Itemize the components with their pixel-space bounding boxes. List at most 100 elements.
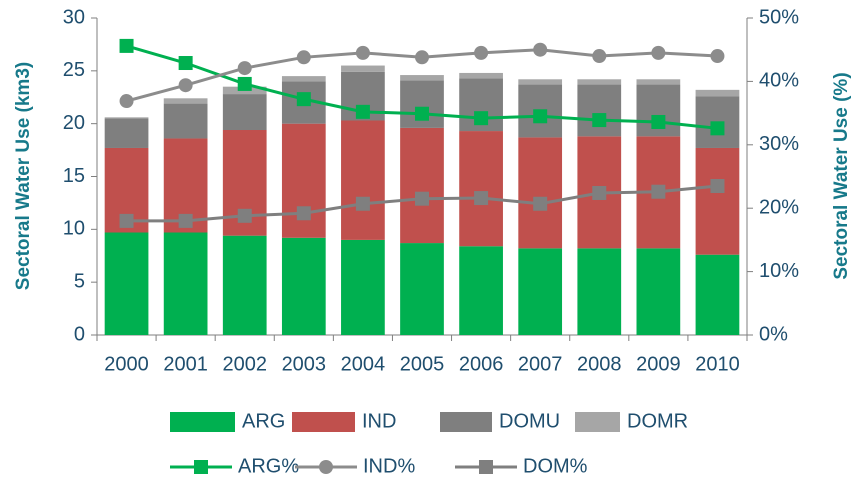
y-tick-label: 15: [63, 165, 85, 187]
y-tick-label: 20: [63, 112, 85, 134]
bar-segment: [222, 94, 267, 131]
x-tick-label: 2001: [163, 353, 208, 375]
x-tick-label: 2009: [636, 353, 681, 375]
bar-segment: [518, 248, 563, 335]
y2-axis-label: Sectoral Water Use (%): [831, 72, 852, 279]
bar-segment: [400, 80, 444, 128]
line-marker: [296, 92, 311, 107]
legend-swatch: [575, 412, 620, 432]
y2-tick-label: 40%: [759, 70, 799, 92]
line-marker: [296, 206, 311, 221]
x-tick-label: 2010: [695, 353, 740, 375]
bar-segment: [281, 123, 326, 238]
line-marker: [355, 45, 370, 60]
line-marker: [474, 191, 489, 206]
legend-label: ARG: [242, 410, 285, 432]
line-marker: [415, 50, 429, 65]
legend-swatch: [170, 412, 235, 432]
x-tick-label: 2002: [222, 353, 267, 375]
x-tick-label: 2003: [282, 353, 327, 375]
y2-tick-label: 30%: [759, 133, 799, 155]
line-marker: [237, 61, 252, 76]
bar-segment: [163, 98, 208, 104]
line-marker: [355, 196, 370, 211]
legend-marker: [319, 460, 333, 474]
y-axis-label: Sectoral Water Use (km3): [13, 62, 34, 290]
line-marker: [651, 114, 666, 129]
y-tick-label: 10: [63, 218, 85, 240]
bar-segment: [400, 243, 444, 335]
bar-segment: [104, 232, 149, 335]
line-marker: [710, 121, 725, 136]
line-marker: [355, 104, 370, 119]
y2-tick-label: 20%: [759, 196, 799, 218]
legend-label: IND: [362, 410, 396, 432]
line-marker: [237, 208, 252, 223]
line-marker: [592, 113, 607, 128]
x-tick-label: 2008: [577, 353, 622, 375]
bar-segment: [636, 248, 681, 335]
legend-label: DOMU: [499, 410, 560, 432]
x-tick-label: 2007: [518, 353, 563, 375]
line-marker: [710, 49, 725, 64]
bar-segment: [695, 254, 740, 335]
legend-swatch: [292, 412, 355, 432]
y-tick-label: 5: [74, 270, 85, 292]
bar-segment: [459, 72, 503, 79]
bar-segment: [104, 117, 149, 119]
bar-segment: [163, 232, 208, 335]
bar-segment: [459, 246, 503, 335]
line-marker: [415, 106, 429, 121]
legend-marker: [194, 460, 208, 474]
bar-segment: [577, 79, 622, 85]
legend-label: DOMR: [627, 410, 688, 432]
legend-marker: [479, 460, 493, 474]
bar-segment: [341, 239, 385, 335]
line-marker: [474, 45, 489, 60]
bar-segment: [695, 147, 740, 255]
bar-segment: [695, 89, 740, 97]
line-marker: [415, 191, 429, 206]
line-marker: [533, 109, 548, 124]
bar-segment: [459, 131, 503, 247]
y2-tick-label: 10%: [759, 260, 799, 282]
line-marker: [474, 111, 489, 126]
line-marker: [119, 94, 134, 109]
bar-segment: [341, 65, 385, 72]
line-marker: [533, 42, 548, 57]
x-tick-label: 2006: [459, 353, 504, 375]
x-tick-label: 2004: [341, 353, 386, 375]
bar-segment: [341, 120, 385, 240]
line-marker: [651, 45, 666, 60]
line-marker: [296, 50, 311, 65]
bar-segment: [518, 79, 563, 85]
legend-label: IND%: [363, 455, 415, 477]
line-marker: [651, 184, 666, 199]
line-marker: [237, 76, 252, 91]
x-tick-label: 2005: [400, 353, 445, 375]
y2-tick-label: 50%: [759, 6, 799, 28]
x-tick-label: 2000: [104, 353, 149, 375]
y-tick-label: 0: [74, 323, 85, 345]
bar-segment: [400, 75, 444, 81]
bar-segment: [104, 118, 149, 148]
bar-segment: [281, 76, 326, 82]
line-marker: [178, 213, 193, 228]
line-marker: [533, 196, 548, 211]
y-tick-label: 25: [63, 59, 85, 81]
line-marker: [178, 78, 193, 93]
bar-segment: [400, 127, 444, 244]
bar-segment: [163, 103, 208, 139]
y2-tick-label: 0%: [759, 323, 788, 345]
y-tick-label: 30: [63, 6, 85, 28]
bar-segment: [577, 84, 622, 137]
legend-label: ARG%: [238, 455, 299, 477]
line-marker: [710, 179, 725, 194]
line-marker: [119, 213, 134, 228]
bar-segment: [518, 137, 563, 249]
bar-segment: [636, 79, 681, 85]
legend-label: DOM%: [523, 455, 588, 477]
bar-segment: [577, 248, 622, 335]
bar-segment: [222, 235, 267, 335]
